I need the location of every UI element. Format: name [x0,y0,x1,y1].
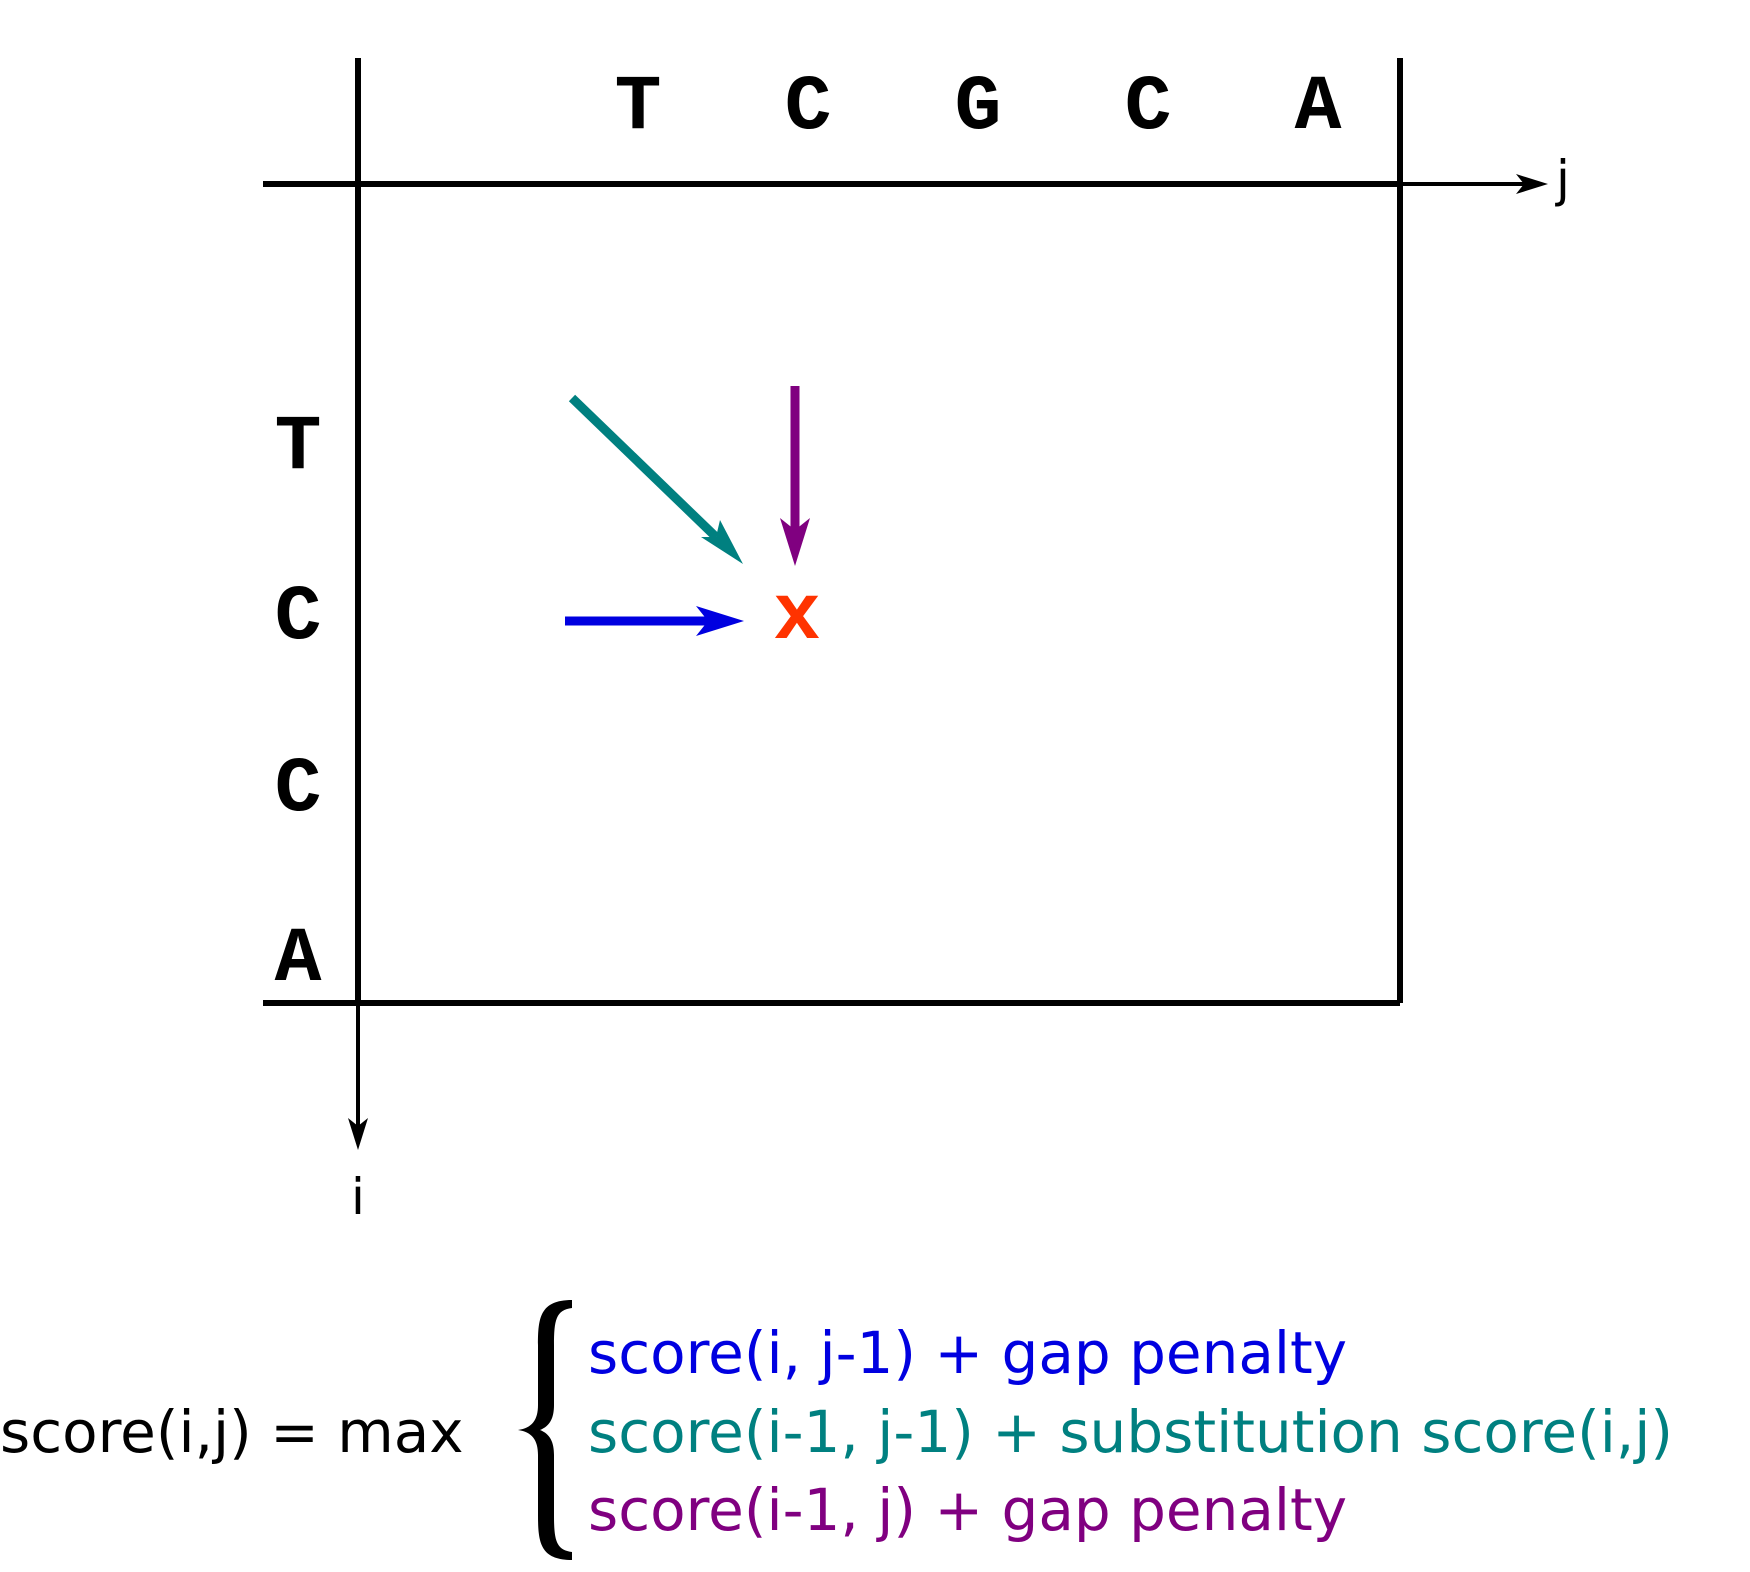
i-axis-label: i [351,1168,365,1226]
left-sequence-letter: T [275,404,322,492]
top-sequence-letter: G [955,64,1002,152]
target-cell-marker: x [773,572,821,663]
diagonal-arrow-shaft [572,398,716,537]
formula-brace [518,1300,572,1560]
top-sequence-letter: A [1295,64,1342,152]
left-sequence-letter: C [275,746,322,834]
top-sequence-letter: T [615,64,662,152]
formula-case-left: score(i, j-1) + gap penalty [588,1319,1347,1387]
j-axis-label: j [1555,150,1570,208]
top-sequence-letter: C [1125,64,1172,152]
formula-case-diagonal: score(i-1, j-1) + substitution score(i,j… [588,1398,1673,1466]
matrix-grid [263,58,1400,1003]
left-sequence-letter: C [275,574,322,662]
formula-case-up: score(i-1, j) + gap penalty [588,1476,1347,1544]
left-sequence-letter: A [275,916,322,1004]
left-dependency-arrow [565,606,744,636]
up-dependency-arrow [780,386,810,566]
j-axis: j [1400,150,1570,208]
i-axis: i [348,1003,368,1226]
diagonal-dependency-arrow [572,398,743,564]
top-sequence-letter: C [785,64,832,152]
formula-lhs: score(i,j) = max [0,1398,464,1466]
